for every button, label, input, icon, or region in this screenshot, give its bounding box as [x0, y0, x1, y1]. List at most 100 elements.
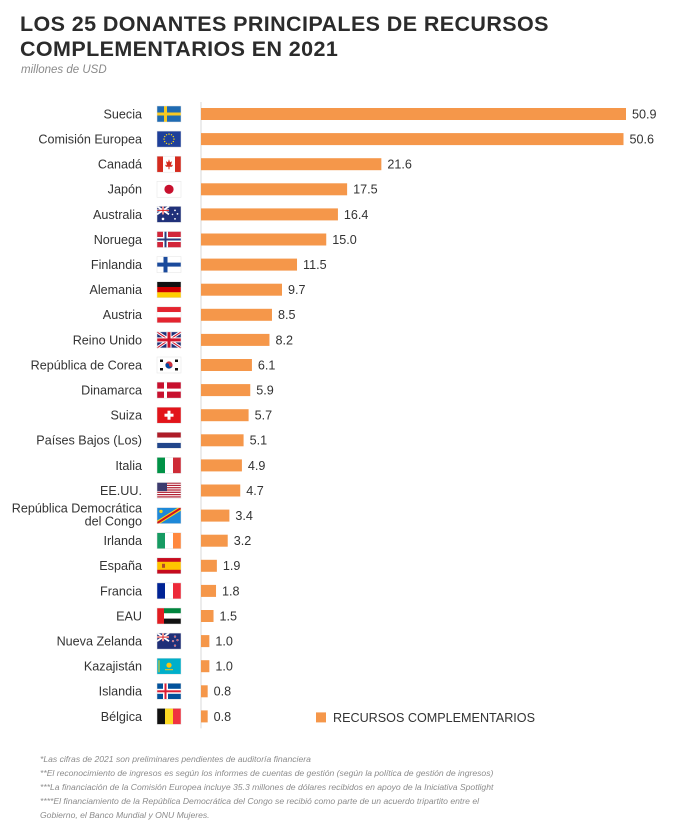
- bar-chart: Suecia 50.9 Comisión Europea 50.6 Canadá 21.6…: [12, 102, 657, 729]
- footnote: Gobierno, el Banco Mundial y ONU Mujeres…: [40, 810, 210, 820]
- bar: [201, 108, 626, 120]
- data-label: 8.2: [275, 333, 293, 347]
- uae-flag-icon: [156, 607, 182, 625]
- chart-title-line-2: COMPLEMENTARIOS EN 2021: [20, 37, 339, 61]
- bar: [201, 635, 210, 648]
- dr-congo-flag-icon: [156, 507, 182, 524]
- european-union-flag-icon: [156, 130, 182, 148]
- data-label: 4.7: [246, 484, 264, 498]
- bar: [201, 559, 217, 572]
- data-label: 16.4: [344, 208, 369, 222]
- category-label: Francia: [100, 584, 142, 598]
- germany-flag-icon: [156, 281, 182, 298]
- bar: [201, 409, 249, 422]
- italy-flag-icon: [156, 457, 182, 474]
- category-label: Japón: [108, 183, 142, 197]
- data-label: 5.9: [256, 384, 274, 398]
- bar: [201, 133, 624, 146]
- bar: [201, 584, 217, 597]
- bar: [201, 258, 298, 271]
- category-label: Finlandia: [91, 258, 142, 272]
- category-label: EAU: [116, 609, 142, 623]
- category-label: Reino Unido: [73, 333, 142, 347]
- bar: [201, 233, 327, 246]
- bar: [201, 484, 241, 497]
- footnote: ****El financiamiento de la República De…: [40, 796, 480, 806]
- austria-flag-icon: [156, 306, 182, 324]
- finland-flag-icon: [156, 256, 182, 273]
- category-label: Dinamarca: [81, 384, 142, 398]
- category-label-line: del Congo: [85, 515, 142, 529]
- category-label: República de Corea: [31, 358, 142, 372]
- netherlands-flag-icon: [156, 432, 182, 449]
- bar: [201, 534, 228, 547]
- bar: [201, 710, 208, 723]
- data-label: 0.8: [214, 685, 232, 699]
- category-label: Noruega: [94, 233, 142, 247]
- footnote: ***La financiación de la Comisión Europe…: [40, 782, 494, 792]
- category-label: Canadá: [98, 158, 142, 172]
- bar: [201, 509, 230, 522]
- bar: [201, 384, 251, 397]
- bar: [201, 283, 282, 296]
- data-label: 3.2: [234, 534, 252, 548]
- bar: [201, 333, 270, 346]
- data-label: 8.5: [278, 308, 296, 322]
- bar: [201, 685, 208, 698]
- sweden-flag-icon: [156, 105, 182, 123]
- data-label: 1.0: [215, 660, 233, 674]
- category-label: España: [99, 559, 142, 573]
- south-korea-flag-icon: [156, 356, 182, 374]
- data-label: 1.5: [220, 609, 238, 623]
- data-label: 3.4: [235, 509, 253, 523]
- data-label: 6.1: [258, 358, 276, 372]
- data-label: 11.5: [303, 258, 327, 272]
- chart-title-line-1: LOS 25 DONANTES PRINCIPALES DE RECURSOS: [20, 12, 549, 36]
- japan-flag-icon: [156, 181, 182, 198]
- bar: [201, 359, 252, 371]
- bar: [201, 183, 348, 196]
- bar: [201, 308, 272, 321]
- category-label: Kazajistán: [84, 660, 142, 674]
- data-label: 1.0: [215, 635, 233, 649]
- norway-flag-icon: [156, 231, 182, 248]
- chart-title: LOS 25 DONANTES PRINCIPALES DE RECURSOS …: [20, 12, 660, 62]
- footnote: *Las cifras de 2021 son preliminares pen…: [40, 754, 311, 764]
- ireland-flag-icon: [156, 532, 182, 549]
- category-label: Suiza: [110, 409, 142, 423]
- data-label: 0.8: [214, 710, 232, 724]
- bar: [201, 610, 214, 622]
- footnotes: *Las cifras de 2021 son preliminares pen…: [40, 752, 660, 822]
- denmark-flag-icon: [156, 381, 182, 399]
- category-label: Comisión Europea: [38, 133, 142, 147]
- canada-flag-icon: [156, 155, 182, 173]
- footnote: **El reconocimiento de ingresos es según…: [40, 768, 494, 778]
- legend-label: RECURSOS COMPLEMENTARIOS: [333, 711, 535, 725]
- usa-flag-icon: [156, 482, 182, 499]
- category-label: República Democrática del Congo: [12, 502, 142, 529]
- bar: [201, 158, 382, 171]
- category-label: Italia: [115, 459, 142, 473]
- data-label: 4.9: [248, 459, 266, 473]
- chart-subtitle: millones de USD: [21, 64, 107, 76]
- data-label: 50.9: [632, 107, 657, 121]
- france-flag-icon: [156, 582, 182, 600]
- belgium-flag-icon: [156, 708, 182, 725]
- data-label: 9.7: [288, 283, 306, 297]
- category-label: EE.UU.: [100, 484, 142, 498]
- bar: [201, 434, 244, 447]
- category-label: Australia: [93, 208, 142, 222]
- kazakhstan-flag-icon: [156, 657, 182, 675]
- legend-swatch: [316, 712, 326, 723]
- iceland-flag-icon: [156, 683, 182, 700]
- bar: [201, 660, 210, 673]
- data-label: 50.6: [629, 133, 654, 147]
- data-label: 5.7: [255, 409, 273, 423]
- bar: [201, 208, 338, 221]
- category-label: Islandia: [99, 685, 142, 699]
- data-label: 5.1: [250, 434, 268, 448]
- category-label: Bélgica: [101, 710, 142, 724]
- bar: [201, 459, 242, 472]
- united-kingdom-flag-icon: [156, 330, 182, 350]
- switzerland-flag-icon: [156, 406, 182, 424]
